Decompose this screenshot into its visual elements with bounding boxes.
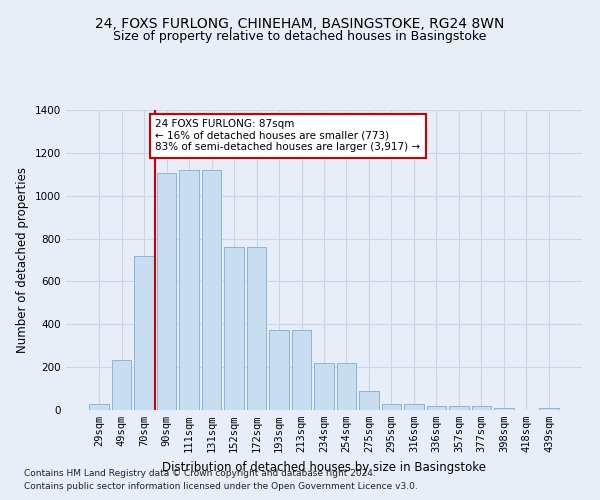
Text: 24, FOXS FURLONG, CHINEHAM, BASINGSTOKE, RG24 8WN: 24, FOXS FURLONG, CHINEHAM, BASINGSTOKE,… [95,18,505,32]
Bar [449,406,469,410]
Bar [134,256,154,410]
Bar [292,330,311,410]
Bar [179,170,199,410]
Text: Size of property relative to detached houses in Basingstoke: Size of property relative to detached ho… [113,30,487,43]
Bar [112,360,131,410]
Bar [247,247,266,410]
Text: 24 FOXS FURLONG: 87sqm
← 16% of detached houses are smaller (773)
83% of semi-de: 24 FOXS FURLONG: 87sqm ← 16% of detached… [155,119,421,152]
Bar [202,170,221,410]
Bar [269,330,289,410]
Bar [89,404,109,410]
Bar [359,390,379,410]
Bar [337,363,356,410]
X-axis label: Distribution of detached houses by size in Basingstoke: Distribution of detached houses by size … [162,460,486,473]
Bar [314,363,334,410]
Text: Contains HM Land Registry data © Crown copyright and database right 2024.: Contains HM Land Registry data © Crown c… [24,468,376,477]
Bar [382,404,401,410]
Text: Contains public sector information licensed under the Open Government Licence v3: Contains public sector information licen… [24,482,418,491]
Bar [494,408,514,410]
Y-axis label: Number of detached properties: Number of detached properties [16,167,29,353]
Bar [472,406,491,410]
Bar [427,406,446,410]
Bar [404,404,424,410]
Bar [539,408,559,410]
Bar [224,247,244,410]
Bar [157,173,176,410]
